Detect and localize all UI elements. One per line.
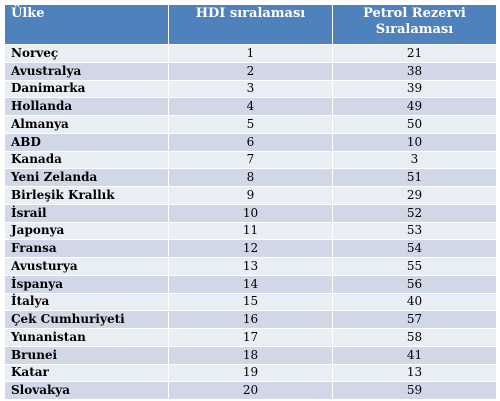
- table-row: İtalya 15 40: [4, 292, 497, 312]
- hdi-rank-cell: 18: [168, 345, 333, 365]
- table-row: Brunei 18 41: [4, 345, 497, 365]
- table-row: Japonya 11 53: [4, 221, 497, 241]
- oil-rank-cell: 13: [332, 363, 497, 383]
- table-row: Katar 19 13: [4, 363, 497, 383]
- oil-rank-cell: 41: [332, 345, 497, 365]
- country-cell: Kanada: [4, 150, 169, 170]
- table-row: Norveç 1 21: [4, 44, 497, 63]
- hdi-rank-cell: 20: [168, 381, 333, 400]
- table-row: İsrail 10 52: [4, 203, 497, 223]
- table-row: İspanya 14 56: [4, 274, 497, 294]
- country-cell: Katar: [4, 363, 169, 383]
- country-cell: Danimarka: [4, 79, 169, 99]
- table-row: Çek Cumhuriyeti 16 57: [4, 310, 497, 329]
- hdi-rank-cell: 17: [168, 328, 333, 347]
- hdi-rank-cell: 3: [168, 79, 333, 99]
- country-cell: Norveç: [4, 44, 169, 63]
- country-cell: Hollanda: [4, 97, 169, 116]
- country-cell: Birleşik Krallık: [4, 186, 169, 205]
- country-cell: Çek Cumhuriyeti: [4, 310, 169, 329]
- country-cell: Avustralya: [4, 61, 169, 81]
- header-row: Ülke HDI sıralaması Petrol Rezervi Sıral…: [4, 4, 497, 45]
- oil-rank-cell: 29: [332, 186, 497, 205]
- country-cell: Yeni Zelanda: [4, 168, 169, 187]
- country-cell: Japonya: [4, 221, 169, 241]
- hdi-rank-cell: 5: [168, 115, 333, 134]
- oil-rank-cell: 56: [332, 274, 497, 294]
- hdi-rank-cell: 13: [168, 257, 333, 276]
- hdi-rank-cell: 12: [168, 239, 333, 258]
- table-row: Danimarka 3 39: [4, 79, 497, 99]
- country-cell: İspanya: [4, 274, 169, 294]
- hdi-rank-cell: 14: [168, 274, 333, 294]
- oil-rank-cell: 52: [332, 203, 497, 223]
- table-row: Fransa 12 54: [4, 239, 497, 258]
- hdi-rank-cell: 7: [168, 150, 333, 170]
- header-country: Ülke: [4, 4, 169, 45]
- table-header: Ülke HDI sıralaması Petrol Rezervi Sıral…: [4, 4, 497, 45]
- oil-rank-cell: 55: [332, 257, 497, 276]
- table-row: Kanada 7 3: [4, 150, 497, 170]
- country-cell: İtalya: [4, 292, 169, 312]
- table-row: Birleşik Krallık 9 29: [4, 186, 497, 205]
- oil-rank-cell: 54: [332, 239, 497, 258]
- table-row: Hollanda 4 49: [4, 97, 497, 116]
- country-cell: ABD: [4, 132, 169, 152]
- country-cell: İsrail: [4, 203, 169, 223]
- hdi-rank-cell: 6: [168, 132, 333, 152]
- country-cell: Yunanistan: [4, 328, 169, 347]
- country-cell: Brunei: [4, 345, 169, 365]
- table-row: Avustralya 2 38: [4, 61, 497, 81]
- oil-rank-cell: 40: [332, 292, 497, 312]
- hdi-rank-cell: 10: [168, 203, 333, 223]
- hdi-rank-cell: 9: [168, 186, 333, 205]
- oil-rank-cell: 49: [332, 97, 497, 116]
- hdi-rank-cell: 2: [168, 61, 333, 81]
- oil-rank-cell: 39: [332, 79, 497, 99]
- oil-rank-cell: 38: [332, 61, 497, 81]
- header-hdi-rank: HDI sıralaması: [168, 4, 333, 45]
- table-row: Avusturya 13 55: [4, 257, 497, 276]
- country-cell: Fransa: [4, 239, 169, 258]
- oil-rank-cell: 50: [332, 115, 497, 134]
- table-row: ABD 6 10: [4, 132, 497, 152]
- oil-rank-cell: 51: [332, 168, 497, 187]
- hdi-rank-cell: 1: [168, 44, 333, 63]
- oil-rank-cell: 59: [332, 381, 497, 400]
- country-cell: Avusturya: [4, 257, 169, 276]
- table-row: Yeni Zelanda 8 51: [4, 168, 497, 187]
- hdi-rank-cell: 11: [168, 221, 333, 241]
- oil-rank-cell: 53: [332, 221, 497, 241]
- oil-rank-cell: 57: [332, 310, 497, 329]
- hdi-rank-cell: 8: [168, 168, 333, 187]
- oil-rank-cell: 21: [332, 44, 497, 63]
- country-cell: Almanya: [4, 115, 169, 134]
- table-body: Norveç 1 21 Avustralya 2 38 Danimarka 3 …: [4, 44, 497, 400]
- ranking-table: Ülke HDI sıralaması Petrol Rezervi Sıral…: [4, 4, 497, 400]
- oil-rank-cell: 58: [332, 328, 497, 347]
- oil-rank-cell: 10: [332, 132, 497, 152]
- hdi-rank-cell: 19: [168, 363, 333, 383]
- header-oil-reserve-rank: Petrol Rezervi Sıralaması: [332, 4, 497, 45]
- hdi-rank-cell: 15: [168, 292, 333, 312]
- hdi-rank-cell: 16: [168, 310, 333, 329]
- table-row: Almanya 5 50: [4, 115, 497, 134]
- table-row: Yunanistan 17 58: [4, 328, 497, 347]
- oil-rank-cell: 3: [332, 150, 497, 170]
- country-cell: Slovakya: [4, 381, 169, 400]
- table-row: Slovakya 20 59: [4, 381, 497, 400]
- hdi-rank-cell: 4: [168, 97, 333, 116]
